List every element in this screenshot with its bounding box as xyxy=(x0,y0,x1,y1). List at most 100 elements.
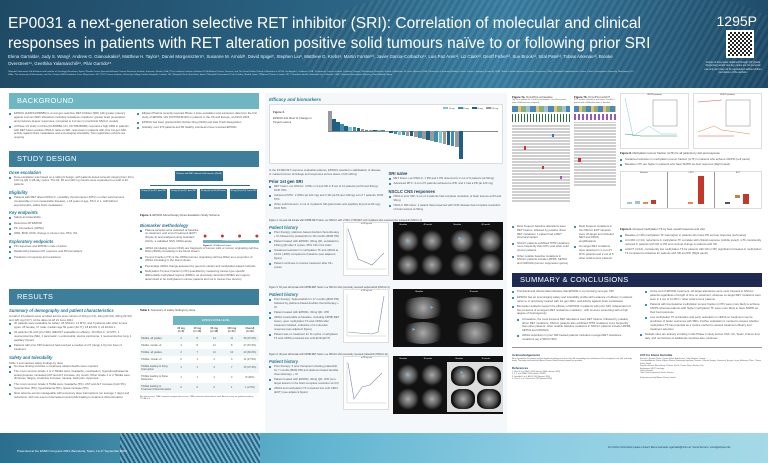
list-item: Predictors of response and resistance xyxy=(9,255,134,260)
column-header: 60 mg (n=16) xyxy=(210,326,219,333)
sd-pd-line-chart xyxy=(697,99,751,137)
list-item: On-target RET mutations were detected in… xyxy=(574,245,616,260)
list-item: At baseline, the most frequent RET alter… xyxy=(517,317,634,333)
right-column: Figure 7a. OncoPrint at baseline Top 30 … xyxy=(512,93,762,381)
figure8-panel: CR/PR patients SD/PD patients Figure 8. … xyxy=(620,93,762,213)
mtf-line-chart xyxy=(347,294,387,337)
study-design-body: Dose escalation Dose escalation was base… xyxy=(9,167,259,283)
references-title: References xyxy=(512,365,529,370)
list-item: Sustained reduction in methylation tumou… xyxy=(620,157,762,162)
divider xyxy=(512,346,762,348)
figure4-caption: Figure 4. 41-year-old female with KIF5B-… xyxy=(269,219,423,223)
figure8-caption: Figure 8. Methylation tumour fraction (m… xyxy=(620,151,720,155)
list-item: At EOT (n=10), consistently low methylat… xyxy=(620,248,762,256)
blood-draw-figure: ● ● ● ● ctDNA blood draws Figure 2. ctDN… xyxy=(203,229,259,247)
prior-1st-gen-title: Prior 1st gen SRI xyxy=(269,179,303,184)
list-item: ctDNA measurable at baseline, including … xyxy=(269,316,339,331)
oncoprint-eot xyxy=(574,106,616,198)
figure5-mtf-chart: mTF by visit xyxy=(343,289,390,344)
list-item: Determine MTD/RP2D xyxy=(9,221,134,226)
list-item: Relationship between PK exposure and PD … xyxy=(9,250,134,254)
figure3-caption: Figure 3. EP0031-101 Best % Change in Ta… xyxy=(273,110,312,124)
figure6-panel: Figure 6. 46 year old female with KIF5B-… xyxy=(265,347,507,415)
summary-body: Preclinical and clinical data indicates … xyxy=(512,290,762,343)
left-column: BACKGROUND EP0031 (A400/KL590586) is a n… xyxy=(9,93,259,401)
list-item: EP0031 has an encouraging safety and tol… xyxy=(512,295,634,304)
list-item: Advanced MTC: 4 out of 5 patients achiev… xyxy=(388,181,504,186)
list-item: Multiple sites are actively enrolling in… xyxy=(640,332,762,341)
list-item: NSCLC prior SRI: 3 out of 4 patients had… xyxy=(388,194,504,203)
schema-arm: 60 mg QD (n=10) SRI naïve xyxy=(200,188,227,199)
list-item: NSCLC patients exhibited TP53 mutations … xyxy=(512,241,570,253)
eligibility-title: Eligibility xyxy=(9,189,28,195)
study-design-left: Dose escalation Dose escalation was base… xyxy=(9,167,134,283)
list-item: At C2D1 (n=14), reductions in methylatio… xyxy=(620,238,762,247)
study-design-heading: STUDY DESIGN xyxy=(9,150,259,167)
coi-title: COI for Elena Garralda xyxy=(640,353,673,358)
figure9-caption: Figure 9. Grouped methylation TF by best… xyxy=(620,227,705,231)
list-item: The most common Grade 1 or 2 TRAEs were:… xyxy=(9,369,134,381)
list-item: PD responses and EP0031 mode of action xyxy=(9,244,134,249)
list-item: RET fusion +ve NSCLC: 4 PRs in 3 and SD … xyxy=(269,184,384,193)
middle-column: Efficacy and biomarkers Figure 3. EP0031… xyxy=(265,93,507,433)
exploratory-endpoints-title: Exploratory endpoints xyxy=(9,239,54,245)
background-heading: BACKGROUND xyxy=(9,93,259,109)
timeline-bar: ctDNA blood draws xyxy=(203,239,259,243)
list-item: Patient continues to receive treatment a… xyxy=(269,262,339,270)
list-item: Baseline (n=18) methylation TF was highe… xyxy=(620,233,762,238)
contact-info[interactable]: For further information please contact: … xyxy=(608,446,731,449)
table-row: TEAEs, Grade ≥3 3 8 14 8 27 (67.5%) xyxy=(141,343,257,347)
list-item: Patient treated with EP0031, 90mg QD, es… xyxy=(269,240,339,248)
waterfall-legend: 20 mg 40 mg 60 mg 120 mg xyxy=(443,107,498,110)
list-item: 33 patients (31 with prior SRI) (RECIST … xyxy=(9,330,134,342)
list-item: 40 patients were evaluable for safety: 2… xyxy=(9,321,134,330)
qr-note: Copies of this poster obtained through Q… xyxy=(704,61,762,74)
list-item: Patients with prior SRI treatment had re… xyxy=(9,343,134,352)
patient-history-title: Patient history xyxy=(269,292,299,298)
safety-table: 20 mg (n=3) 40 mg (n=10) 60 mg (n=16) 12… xyxy=(140,325,259,393)
list-item: Sustained reduction in methylation TF an… xyxy=(269,249,339,260)
figure9-boxplot: Baseline C2D1 EOT xyxy=(620,171,762,210)
background-body: EP0031 (A400/KL590586) is a next gen sel… xyxy=(9,111,259,142)
figure5-scans: Baseline 32 weeks ➤ ➤ xyxy=(393,289,503,348)
table-row: TRAEs, all grades 2 7 14 10 24 (60.0%) xyxy=(140,348,259,356)
list-item: Advanced MTC: 2 cPRs (at 120 mg) and 2 S… xyxy=(269,193,384,202)
qr-code-icon[interactable] xyxy=(726,30,754,58)
waterfall-bars xyxy=(328,111,508,161)
schema-arm: 90 mg QD (n=15) 1 prior SRI xyxy=(230,188,257,199)
arrow-icon: ➤ xyxy=(405,372,410,379)
list-item: Patient treated with EP0031, 60mg QD: cP… xyxy=(269,310,339,315)
column-header: 20 mg (n=3) xyxy=(177,326,185,333)
figure2-caption: Figure 2. ctDNA blood draws xyxy=(203,244,232,247)
figure4-mtf-chart: mTF by visit xyxy=(343,222,390,277)
list-item: Percentage ctDNA change assessed by geno… xyxy=(140,264,259,269)
list-item: Patient was on treatment for 11 cycles /… xyxy=(269,332,339,341)
background-right-list: Ellipses Pharma recently reported Phase … xyxy=(137,111,259,142)
efficacy-title: Efficacy and biomarkers xyxy=(269,97,321,102)
schema-arm: 20 mg QD (n=3) 1 prior SRI xyxy=(140,188,167,199)
list-item: RET fusion +ve NSCLC: 1 PR and 1 PR obse… xyxy=(388,176,504,181)
list-item: ctDNA and methylation TF remained low un… xyxy=(269,386,339,395)
arrow-icon: ➤ xyxy=(429,305,434,312)
patient-history-title: Patient history xyxy=(269,225,299,231)
figure3-waterfall: Figure 3. EP0031-101 Best % Change in Ta… xyxy=(269,104,503,164)
figure6-caption: Figure 6. 46 year old female with KIF5B-… xyxy=(269,353,389,357)
list-item: Most adverse events manageable with temp… xyxy=(9,391,134,400)
blood-drops: ● ● ● ● xyxy=(203,229,259,240)
footer-wave xyxy=(120,433,260,463)
acknowledgements-title: Acknowledgements xyxy=(512,353,541,358)
nsclc-cns-title: NSCLC CNS responses xyxy=(388,189,436,195)
blood-drop-icon: ● xyxy=(220,232,225,240)
schema-connector xyxy=(150,184,250,186)
table-row: TRAEs leading to Treatment Discontinuati… xyxy=(140,382,259,393)
list-item: Safety and tolerability xyxy=(9,216,134,220)
results-left: Summary of demography and patient charac… xyxy=(9,305,134,401)
figure1-caption: Figure 1. EP0031 Monotherapy Dose Escala… xyxy=(140,212,220,217)
blood-drop-icon: ● xyxy=(254,232,259,240)
biomarker-intro: Plasma samples were collected at baselin… xyxy=(140,228,259,247)
list-item: Plasma samples were collected at baselin… xyxy=(140,228,200,244)
efficacy-text: In the 33 RECIST response evaluable pati… xyxy=(265,164,507,217)
summary-heading: SUMMARY & CONCLUSIONS xyxy=(512,273,762,288)
